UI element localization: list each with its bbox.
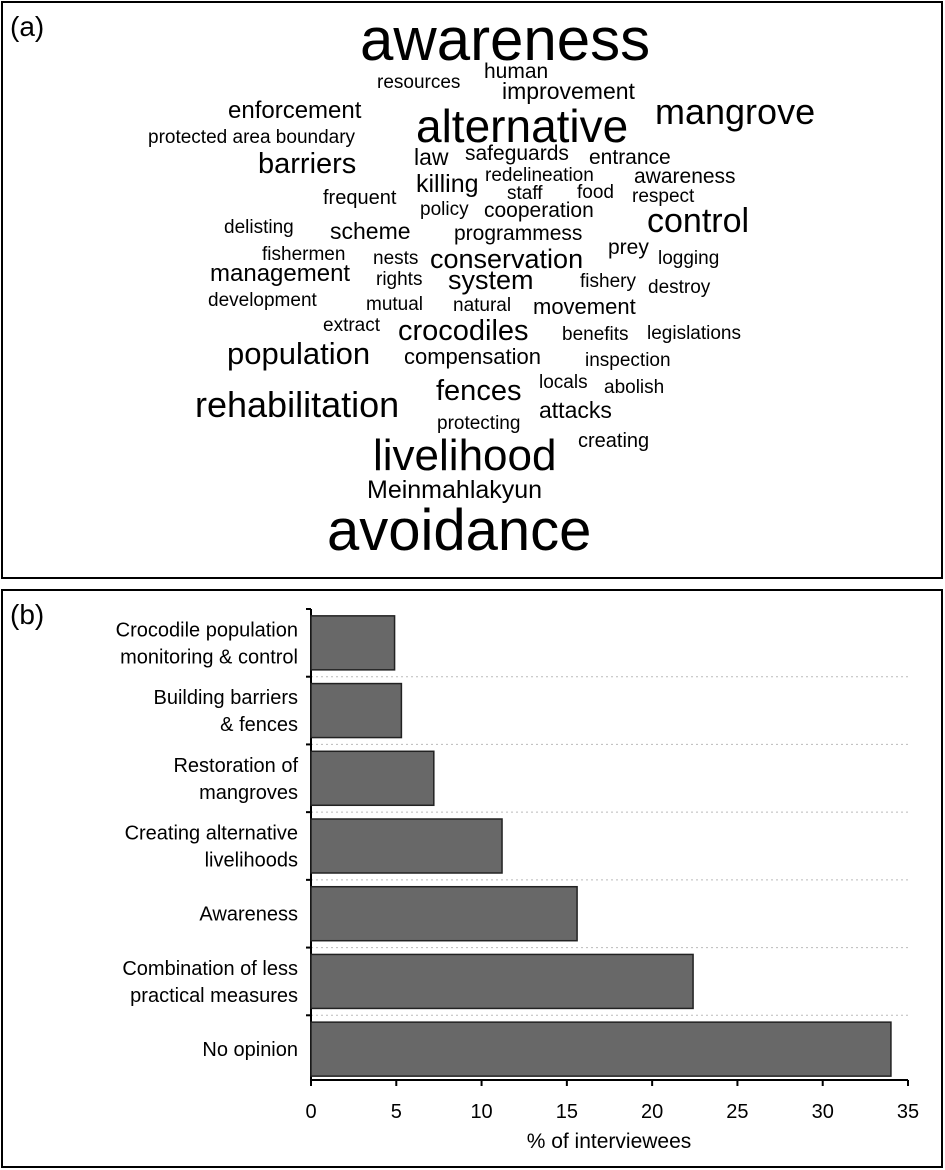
x-tick-label: 0 xyxy=(305,1101,316,1123)
bar xyxy=(310,682,403,739)
cloud-word: livelihood xyxy=(373,431,556,480)
cloud-word: prey xyxy=(608,236,649,259)
x-axis-label: % of interviewees xyxy=(527,1130,692,1153)
y-tick-label: Creating alternative xyxy=(125,823,298,845)
cloud-word: protected area boundary xyxy=(148,127,356,148)
cloud-word: alternative xyxy=(416,100,628,152)
bar xyxy=(310,1021,892,1077)
cloud-word: frequent xyxy=(323,187,397,209)
cloud-word: awareness xyxy=(634,165,736,188)
cloud-word: safeguards xyxy=(465,142,569,165)
cloud-word: logging xyxy=(658,248,719,269)
y-tick-label: Awareness xyxy=(199,904,298,926)
bar xyxy=(310,953,694,1010)
cloud-word: Meinmahlakyun xyxy=(367,476,542,504)
cloud-word: programmess xyxy=(454,222,582,245)
panel-label: (b) xyxy=(10,599,44,630)
cloud-word: attacks xyxy=(539,397,612,423)
cloud-word: conservation xyxy=(430,244,583,274)
cloud-word: fishery xyxy=(580,271,636,292)
y-tick-label: No opinion xyxy=(202,1039,298,1061)
y-tick-label: Combination of less xyxy=(122,958,298,980)
cloud-word: food xyxy=(577,182,614,203)
cloud-word: compensation xyxy=(404,344,541,369)
cloud-word: system xyxy=(448,265,534,295)
cloud-word: inspection xyxy=(585,350,671,371)
bar xyxy=(310,818,503,874)
cloud-word: rehabilitation xyxy=(195,384,399,425)
cloud-word: population xyxy=(227,336,370,371)
x-tick-label: 35 xyxy=(897,1101,919,1123)
cloud-word: redelineation xyxy=(485,165,594,186)
cloud-word: cooperation xyxy=(484,199,594,222)
bar xyxy=(310,885,578,942)
cloud-word: benefits xyxy=(562,324,629,345)
panel-a-frame xyxy=(1,1,943,579)
cloud-word: crocodiles xyxy=(398,315,529,347)
y-tick-label: practical measures xyxy=(130,985,298,1007)
cloud-word: delisting xyxy=(224,217,294,238)
x-tick-label: 5 xyxy=(391,1101,402,1123)
cloud-word: creating xyxy=(578,430,649,452)
cloud-word: killing xyxy=(416,170,479,198)
cloud-word: resources xyxy=(377,72,460,93)
cloud-word: development xyxy=(208,290,318,311)
cloud-word: control xyxy=(647,202,749,240)
cloud-word: entrance xyxy=(589,146,671,169)
cloud-word: staff xyxy=(507,183,543,204)
cloud-word: protecting xyxy=(437,413,520,434)
cloud-word: scheme xyxy=(330,218,411,244)
cloud-word: enforcement xyxy=(228,97,362,124)
y-tick-label: Restoration of xyxy=(173,755,298,777)
cloud-word: abolish xyxy=(604,377,664,398)
cloud-word: nests xyxy=(373,248,418,269)
y-tick-label: monitoring & control xyxy=(120,646,298,668)
x-tick-label: 15 xyxy=(556,1101,578,1123)
cloud-word: awareness xyxy=(360,6,650,73)
cloud-word: natural xyxy=(453,295,511,316)
y-tick-label: & fences xyxy=(220,714,298,736)
cloud-word: barriers xyxy=(258,148,356,180)
bar xyxy=(310,615,396,671)
cloud-word: management xyxy=(210,260,350,287)
x-tick-label: 20 xyxy=(641,1101,663,1123)
cloud-word: fishermen xyxy=(262,244,345,265)
panel-label: (a) xyxy=(10,11,44,42)
panel-b-frame xyxy=(1,589,943,1168)
x-tick-label: 25 xyxy=(726,1101,748,1123)
cloud-word: policy xyxy=(420,199,469,220)
cloud-word: locals xyxy=(539,372,588,393)
bar xyxy=(310,750,435,807)
y-tick-label: Building barriers xyxy=(153,687,298,709)
cloud-word: human xyxy=(484,60,548,83)
cloud-word: improvement xyxy=(502,78,636,104)
x-tick-label: 30 xyxy=(812,1101,834,1123)
cloud-word: movement xyxy=(533,294,636,319)
y-tick-label: mangroves xyxy=(199,782,298,804)
cloud-word: mangrove xyxy=(655,91,815,132)
cloud-word: respect xyxy=(632,186,695,207)
cloud-word: destroy xyxy=(648,277,711,298)
x-tick-label: 10 xyxy=(470,1101,492,1123)
cloud-word: extract xyxy=(323,315,381,336)
cloud-word: legislations xyxy=(647,323,741,344)
cloud-word: rights xyxy=(376,269,422,290)
cloud-word: avoidance xyxy=(327,498,591,563)
cloud-word: mutual xyxy=(366,294,423,315)
y-tick-label: livelihoods xyxy=(205,850,298,872)
cloud-word: law xyxy=(414,144,449,170)
cloud-word: fences xyxy=(436,375,521,407)
y-tick-label: Crocodile population xyxy=(116,619,298,641)
